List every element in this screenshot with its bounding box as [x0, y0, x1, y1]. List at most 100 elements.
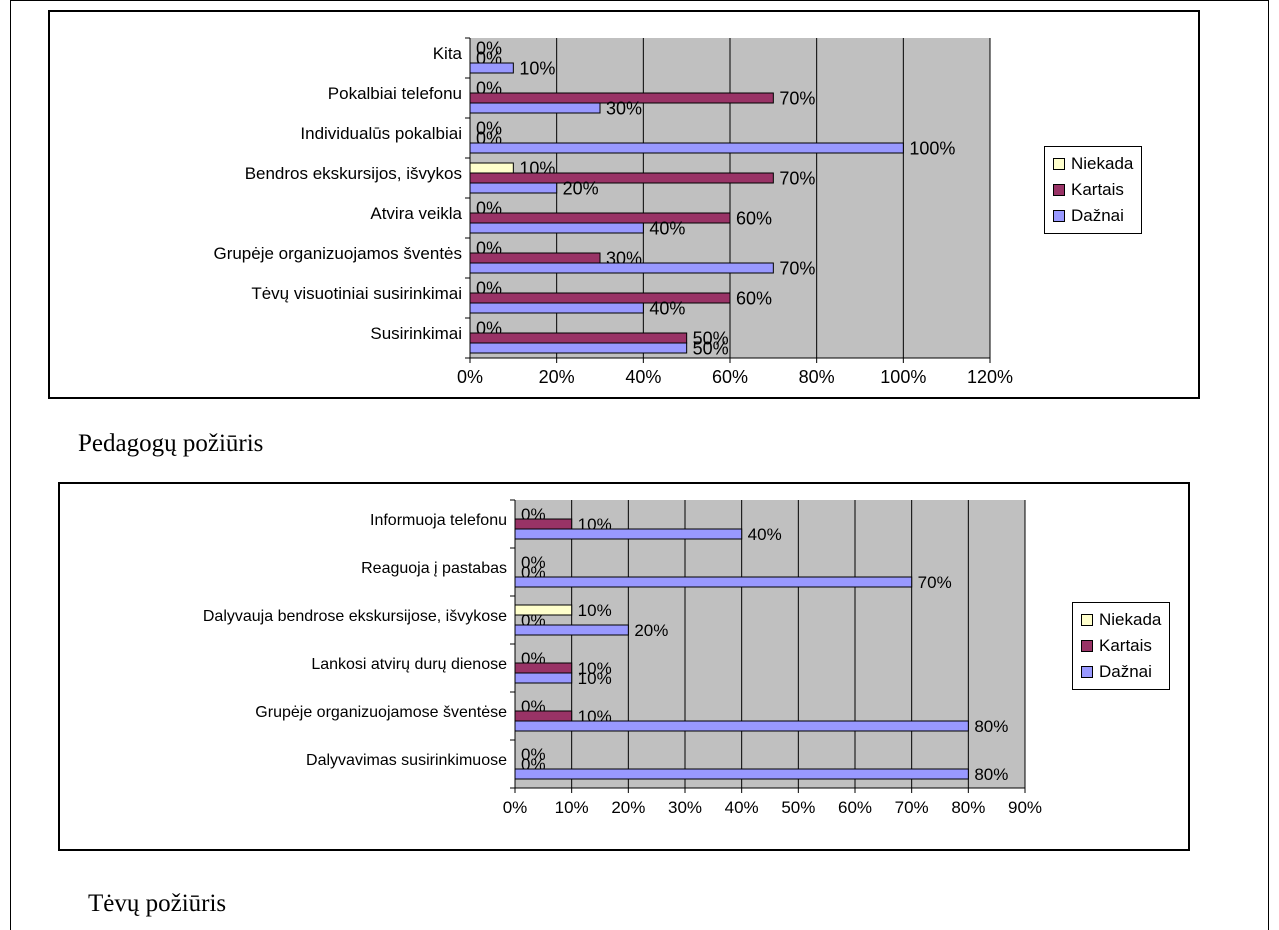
teachers-bar-danai: [469, 302, 644, 314]
parents-bar-danai: [514, 624, 629, 636]
parents-category-label: Dalyvavimas susirinkimuose: [306, 752, 507, 769]
teachers-x-tick-label: 0%: [457, 367, 483, 387]
parents-data-label: 80%: [974, 717, 1008, 736]
legend-swatch: [1053, 184, 1065, 196]
parents-bar-danai: [514, 720, 969, 732]
parents-data-label: 40%: [748, 525, 782, 544]
teachers-category-label: Susirinkimai: [370, 324, 462, 343]
parents-data-label: 70%: [918, 573, 952, 592]
parents-data-label: 80%: [974, 765, 1008, 784]
parents-bar-niekada: [514, 604, 573, 616]
parents-x-tick-label: 40%: [725, 798, 759, 817]
teachers-bar-kartais: [469, 292, 731, 304]
chart-teachers-legend: Niekada Kartais Dažnai: [1044, 146, 1143, 234]
parents-category-label: Dalyvauja bendrose ekskursijose, išvykos…: [203, 608, 507, 625]
teachers-bar-danai: [469, 142, 904, 154]
teachers-bar-kartais: [469, 252, 601, 264]
teachers-bar-danai: [469, 102, 601, 114]
parents-x-tick-label: 50%: [781, 798, 815, 817]
parents-bar-danai: [514, 576, 913, 588]
teachers-category-label: Grupėje organizuojamos šventės: [213, 244, 462, 263]
teachers-data-label: 50%: [693, 338, 729, 358]
teachers-data-label: 20%: [563, 178, 599, 198]
teachers-x-tick-label: 40%: [625, 367, 661, 387]
parents-x-tick-label: 0%: [503, 798, 528, 817]
chart-teachers-view: 0% 20% 40% 60% 80% 100% 120% Kita Pokalbiai tele…: [48, 10, 1200, 399]
legend-item: Kartais: [1081, 633, 1161, 659]
legend-item: Dažnai: [1081, 659, 1161, 685]
teachers-category-label: Pokalbiai telefonu: [328, 84, 462, 103]
parents-data-label: 10%: [578, 669, 612, 688]
legend-item: Dažnai: [1053, 203, 1133, 229]
teachers-x-tick-label: 60%: [712, 367, 748, 387]
teachers-x-tick-label: 120%: [967, 367, 1013, 387]
chart-parents-legend: Niekada Kartais Dažnai: [1072, 602, 1171, 690]
parents-category-label: Grupėje organizuojamose šventėse: [255, 704, 507, 721]
teachers-bar-kartais: [469, 332, 688, 344]
parents-x-tick-label: 60%: [838, 798, 872, 817]
teachers-data-label: 30%: [606, 98, 642, 118]
legend-label: Kartais: [1071, 180, 1124, 199]
teachers-data-label: 40%: [649, 218, 685, 238]
teachers-data-label: 70%: [779, 168, 815, 188]
teachers-x-tick-label: 80%: [799, 367, 835, 387]
teachers-bar-danai: [469, 342, 688, 354]
teachers-data-label: 60%: [736, 208, 772, 228]
teachers-bar-danai: [469, 182, 558, 194]
teachers-data-label: 50%: [693, 328, 729, 348]
legend-swatch: [1081, 614, 1093, 626]
parents-bar-danai: [514, 672, 573, 684]
parents-bar-kartais: [514, 518, 573, 530]
teachers-data-label: 0%: [476, 38, 502, 58]
page-frame: [10, 0, 1269, 930]
legend-swatch: [1081, 666, 1093, 678]
parents-plot-area: [515, 500, 1025, 788]
teachers-x-tick-label: 20%: [539, 367, 575, 387]
chart-parents-view: 0% 10% 20% 30% 40% 50% 60% 70% 80% 90% Informuoja …: [58, 482, 1190, 851]
teachers-category-label: Individualūs pokalbiai: [300, 124, 462, 143]
teachers-bar-kartais: [469, 172, 774, 184]
legend-label: Niekada: [1071, 154, 1134, 173]
legend-item: Niekada: [1053, 151, 1133, 177]
legend-label: Dažnai: [1099, 662, 1152, 681]
legend-swatch: [1053, 158, 1065, 170]
teachers-bar-kartais: [469, 92, 774, 104]
teachers-data-label: 10%: [519, 58, 555, 78]
legend-swatch: [1081, 640, 1093, 652]
parents-category-label: Informuoja telefonu: [370, 512, 507, 529]
teachers-data-label: 100%: [909, 138, 955, 158]
teachers-x-tick-label: 100%: [880, 367, 926, 387]
parents-bar-danai: [514, 768, 969, 780]
teachers-category-label: Atvira veikla: [370, 204, 462, 223]
parents-data-label: 20%: [634, 621, 668, 640]
teachers-bar-kartais: [469, 212, 731, 224]
teachers-bar-niekada: [469, 162, 514, 174]
parents-x-tick-label: 80%: [951, 798, 985, 817]
teachers-data-label: 70%: [779, 88, 815, 108]
teachers-data-label: 70%: [779, 258, 815, 278]
teachers-data-label: 60%: [736, 288, 772, 308]
parents-x-tick-label: 10%: [555, 798, 589, 817]
chart-parents-svg: 0% 10% 20% 30% 40% 50% 60% 70% 80% 90%Informuoja …: [203, 499, 1042, 817]
legend-swatch: [1053, 210, 1065, 222]
teachers-category-label: Kita: [433, 44, 463, 63]
chart-parents-caption: Tėvų požiūris: [88, 890, 227, 917]
parents-category-label: Reaguoja į pastabas: [361, 560, 507, 577]
parents-x-tick-label: 90%: [1008, 798, 1042, 817]
parents-bar-kartais: [514, 662, 573, 674]
parents-data-label: 10%: [578, 659, 612, 678]
teachers-bar-danai: [469, 62, 514, 74]
legend-label: Kartais: [1099, 636, 1152, 655]
parents-category-label: Lankosi atvirų durų dienose: [311, 656, 507, 673]
parents-x-tick-label: 70%: [895, 798, 929, 817]
teachers-category-label: Tėvų visuotiniai susirinkimai: [251, 284, 462, 303]
legend-item: Kartais: [1053, 177, 1133, 203]
legend-label: Dažnai: [1071, 206, 1124, 225]
teachers-bar-danai: [469, 222, 644, 234]
legend-label: Niekada: [1099, 610, 1162, 629]
parents-x-tick-label: 30%: [668, 798, 702, 817]
parents-x-tick-label: 20%: [611, 798, 645, 817]
teachers-bar-danai: [469, 262, 774, 274]
parents-data-label: 0%: [521, 553, 546, 572]
parents-bar-danai: [514, 528, 743, 540]
